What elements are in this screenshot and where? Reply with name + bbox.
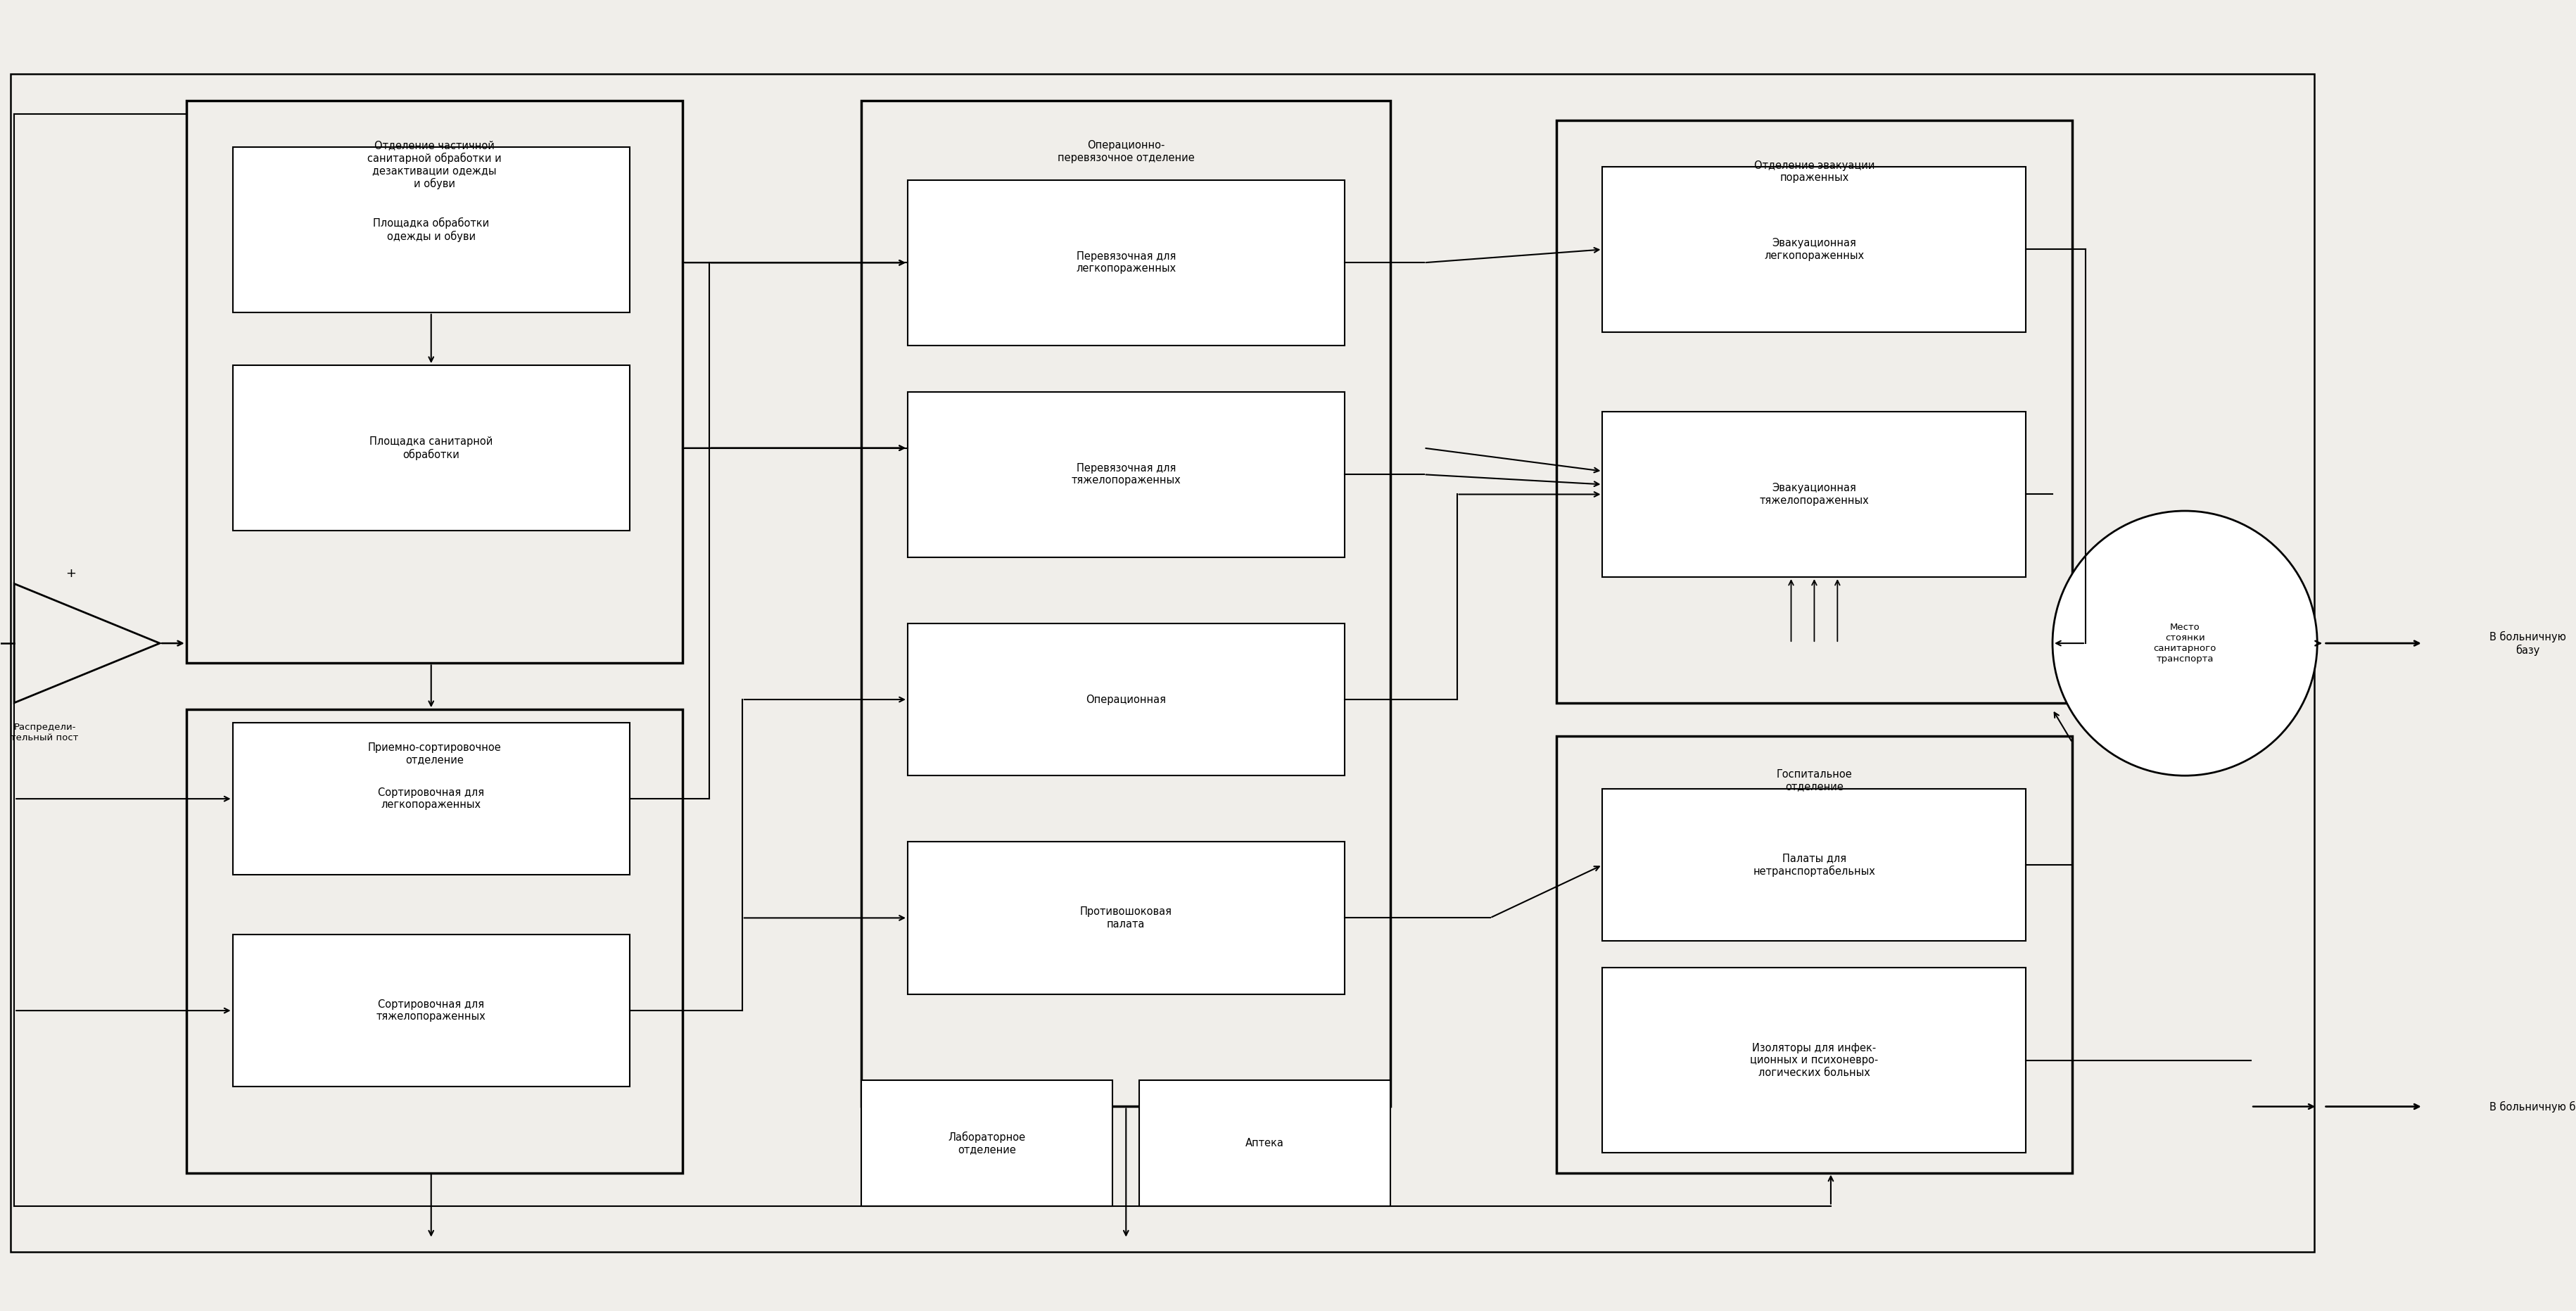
Bar xyxy=(185,709,683,1173)
Text: Лабораторное
отделение: Лабораторное отделение xyxy=(948,1131,1025,1155)
Text: Эвакуационная
тяжелопораженных: Эвакуационная тяжелопораженных xyxy=(1759,482,1870,506)
Text: Отделение частичной
санитарной обработки и
дезактивации одежды
и обуви: Отделение частичной санитарной обработки… xyxy=(368,140,502,190)
Bar xyxy=(1602,968,2027,1152)
Bar xyxy=(185,101,683,663)
Bar xyxy=(860,101,1391,1106)
Text: Место
стоянки
санитарного
транспорта: Место стоянки санитарного транспорта xyxy=(2154,623,2215,663)
Text: Площадка обработки
одежды и обуви: Площадка обработки одежды и обуви xyxy=(374,218,489,243)
Text: Сортировочная для
легкопораженных: Сортировочная для легкопораженных xyxy=(379,788,484,810)
Bar xyxy=(907,392,1345,557)
Bar xyxy=(1139,1080,1391,1206)
Text: Госпитальное
отделение: Госпитальное отделение xyxy=(1777,770,1852,792)
Bar xyxy=(1602,166,2027,332)
Text: Операционно-
перевязочное отделение: Операционно- перевязочное отделение xyxy=(1059,140,1195,163)
Text: Палаты для
нетранспортабельных: Палаты для нетранспортабельных xyxy=(1754,853,1875,877)
Text: Перевязочная для
тяжелопораженных: Перевязочная для тяжелопораженных xyxy=(1072,463,1180,486)
Bar xyxy=(1602,412,2027,577)
Bar xyxy=(232,722,629,874)
Circle shape xyxy=(2053,511,2318,776)
Bar xyxy=(1556,735,2071,1173)
Bar xyxy=(860,1080,1113,1206)
Text: Противошоковая
палата: Противошоковая палата xyxy=(1079,906,1172,929)
Text: Аптека: Аптека xyxy=(1247,1138,1285,1148)
Bar xyxy=(907,624,1345,776)
Text: Перевязочная для
легкопораженных: Перевязочная для легкопораженных xyxy=(1077,252,1177,274)
Bar xyxy=(1602,789,2027,941)
Text: +: + xyxy=(64,568,75,579)
Text: Отделение эвакуации
пораженных: Отделение эвакуации пораженных xyxy=(1754,160,1875,184)
Text: Приемно-сортировочное
отделение: Приемно-сортировочное отделение xyxy=(368,742,502,766)
Text: В больничную базу: В больничную базу xyxy=(2488,1101,2576,1112)
Text: Сортировочная для
тяжелопораженных: Сортировочная для тяжелопораженных xyxy=(376,999,487,1023)
Bar xyxy=(907,180,1345,345)
Bar xyxy=(1556,121,2071,703)
Bar xyxy=(907,842,1345,994)
Text: В больничную
базу: В больничную базу xyxy=(2488,631,2566,656)
Bar xyxy=(232,147,629,312)
Text: Площадка санитарной
обработки: Площадка санитарной обработки xyxy=(368,437,492,460)
Text: Эвакуационная
легкопораженных: Эвакуационная легкопораженных xyxy=(1765,239,1865,261)
Bar xyxy=(232,366,629,531)
Text: Распредели-
тельный пост: Распредели- тельный пост xyxy=(10,722,80,742)
Bar xyxy=(232,935,629,1087)
Text: Изоляторы для инфек-
ционных и психоневро-
логических больных: Изоляторы для инфек- ционных и психоневр… xyxy=(1749,1042,1878,1078)
Text: Операционная: Операционная xyxy=(1087,695,1167,705)
